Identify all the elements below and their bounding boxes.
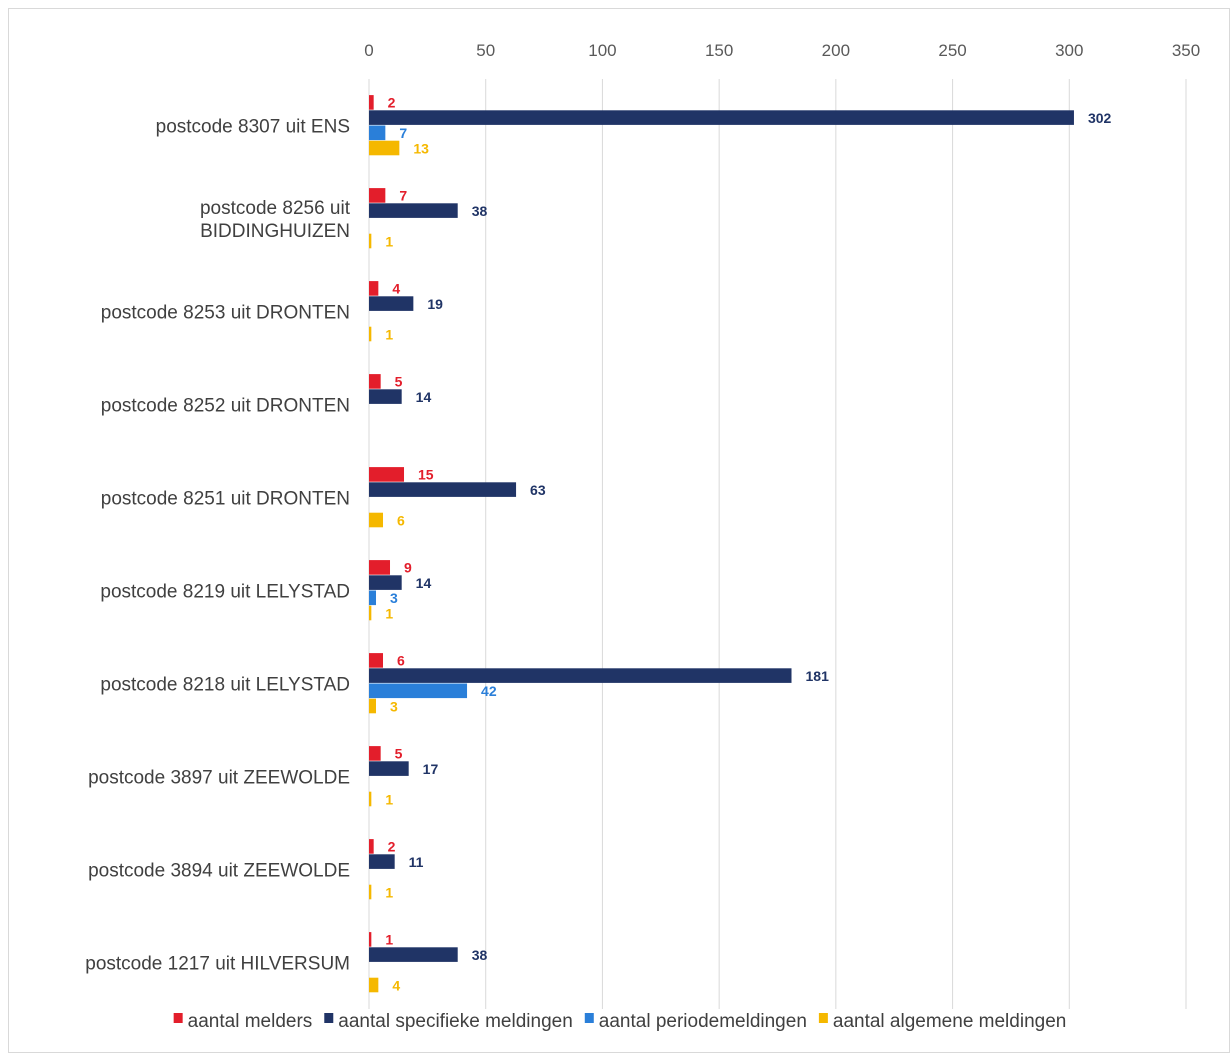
- legend-swatch: [173, 1013, 183, 1023]
- bar-aantal-algemene-meldingen: [369, 233, 372, 249]
- bar-aantal-algemene-meldingen: [369, 791, 372, 807]
- data-label: 1: [385, 233, 393, 249]
- category-label: postcode 8307 uit ENS: [156, 117, 350, 138]
- data-label: 1: [385, 791, 393, 807]
- legend-swatch: [818, 1013, 828, 1023]
- bar-aantal-melders: [369, 188, 386, 203]
- data-label: 14: [416, 575, 432, 591]
- bar-aantal-melders: [369, 839, 374, 854]
- data-label: 7: [399, 188, 407, 204]
- x-tick-label: 0: [364, 41, 373, 60]
- bar-aantal-algemene-meldingen: [369, 512, 384, 528]
- bar-aantal-algemene-meldingen: [369, 698, 377, 714]
- data-label: 38: [472, 203, 488, 219]
- data-label: 5: [395, 374, 403, 390]
- bar-aantal-melders: [369, 746, 381, 761]
- data-label: 6: [397, 512, 405, 528]
- bar-aantal-specifieke-meldingen: [369, 761, 409, 776]
- bar-aantal-algemene-meldingen: [369, 140, 400, 156]
- data-label: 1: [385, 605, 393, 621]
- data-label: 15: [418, 467, 434, 483]
- legend: aantal melders aantal specifieke meldinge…: [173, 1011, 1066, 1032]
- bar-aantal-specifieke-meldingen: [369, 296, 414, 311]
- x-tick-label: 350: [1172, 41, 1200, 60]
- data-label: 1: [385, 884, 393, 900]
- bar-aantal-algemene-meldingen: [369, 326, 372, 342]
- data-label: 3: [390, 590, 398, 606]
- legend-label: aantal algemene meldingen: [833, 1011, 1066, 1032]
- legend-label: aantal melders: [188, 1011, 313, 1032]
- bar-aantal-algemene-meldingen: [369, 977, 379, 993]
- bar-aantal-melders: [369, 932, 372, 947]
- data-label: 4: [392, 977, 400, 993]
- data-label: 13: [413, 140, 429, 156]
- bar-aantal-melders: [369, 374, 381, 389]
- category-label: postcode 8252 uit DRONTEN: [101, 396, 350, 417]
- x-tick-label: 50: [476, 41, 495, 60]
- bar-aantal-specifieke-meldingen: [369, 947, 458, 962]
- data-label: 1: [385, 326, 393, 342]
- legend-label: aantal specifieke meldingen: [338, 1011, 573, 1032]
- data-label: 2: [388, 95, 396, 111]
- category-label: postcode 1217 uit HILVERSUM: [85, 954, 350, 975]
- bar-aantal-specifieke-meldingen: [369, 389, 402, 404]
- horizontal-bar-chart: 0 50 100 150 200 250 300 350 postcode 8307 uit …: [85, 41, 1200, 1032]
- bars: [369, 95, 1074, 993]
- bar-aantal-specifieke-meldingen: [369, 110, 1074, 125]
- bar-aantal-specifieke-meldingen: [369, 854, 395, 869]
- data-label: 9: [404, 560, 412, 576]
- bar-aantal-algemene-meldingen: [369, 605, 372, 621]
- bar-aantal-specifieke-meldingen: [369, 482, 517, 497]
- data-label: 302: [1088, 110, 1112, 126]
- category-label: postcode 3894 uit ZEEWOLDE: [88, 861, 350, 882]
- x-tick-label: 200: [822, 41, 850, 60]
- bar-aantal-melders: [369, 560, 391, 575]
- bar-aantal-melders: [369, 467, 405, 482]
- data-label: 38: [472, 947, 488, 963]
- data-label: 42: [481, 683, 497, 699]
- x-tick-label: 300: [1055, 41, 1083, 60]
- legend-swatch: [584, 1013, 594, 1023]
- bar-aantal-specifieke-meldingen: [369, 575, 402, 590]
- data-label: 3: [390, 698, 398, 714]
- bar-aantal-algemene-meldingen: [369, 884, 372, 900]
- category-labels: postcode 8307 uit ENS postcode 8256 uit BI…: [85, 117, 350, 975]
- data-label: 63: [530, 482, 546, 498]
- data-label: 11: [409, 854, 424, 870]
- data-label: 17: [423, 761, 439, 777]
- data-label: 19: [427, 296, 443, 312]
- data-label: 1: [385, 932, 393, 948]
- data-label: 2: [388, 839, 396, 855]
- bar-aantal-periodemeldingen: [369, 590, 377, 606]
- category-label: postcode 8256 uit BIDDINGHUIZEN: [200, 198, 351, 242]
- data-label: 181: [806, 668, 830, 684]
- bar-aantal-periodemeldingen: [369, 683, 468, 699]
- data-label: 4: [392, 281, 400, 297]
- data-label: 7: [399, 125, 407, 141]
- x-tick-label: 150: [705, 41, 733, 60]
- data-label: 5: [395, 746, 403, 762]
- chart-frame: 0 50 100 150 200 250 300 350 postcode 8307 uit …: [8, 8, 1230, 1053]
- category-label: postcode 3897 uit ZEEWOLDE: [88, 768, 350, 789]
- x-tick-label: 250: [938, 41, 966, 60]
- bar-aantal-periodemeldingen: [369, 125, 386, 141]
- category-label: postcode 8253 uit DRONTEN: [101, 303, 350, 324]
- gridlines: [368, 79, 1187, 1009]
- category-label: postcode 8219 uit LELYSTAD: [100, 582, 350, 603]
- bar-aantal-melders: [369, 95, 374, 110]
- data-label: 6: [397, 653, 405, 669]
- x-tick-label: 100: [588, 41, 616, 60]
- bar-aantal-melders: [369, 653, 384, 668]
- category-label: postcode 8251 uit DRONTEN: [101, 489, 350, 510]
- data-label: 14: [416, 389, 432, 405]
- data-labels: 2302713738141915141563691431618142351712…: [385, 95, 1111, 994]
- x-axis-tick-labels: 0 50 100 150 200 250 300 350: [364, 41, 1200, 60]
- bar-aantal-melders: [369, 281, 379, 296]
- bar-aantal-specifieke-meldingen: [369, 668, 792, 683]
- legend-label: aantal periodemeldingen: [599, 1011, 807, 1032]
- category-label: postcode 8218 uit LELYSTAD: [100, 675, 350, 696]
- bar-aantal-specifieke-meldingen: [369, 203, 458, 218]
- legend-swatch: [324, 1013, 334, 1023]
